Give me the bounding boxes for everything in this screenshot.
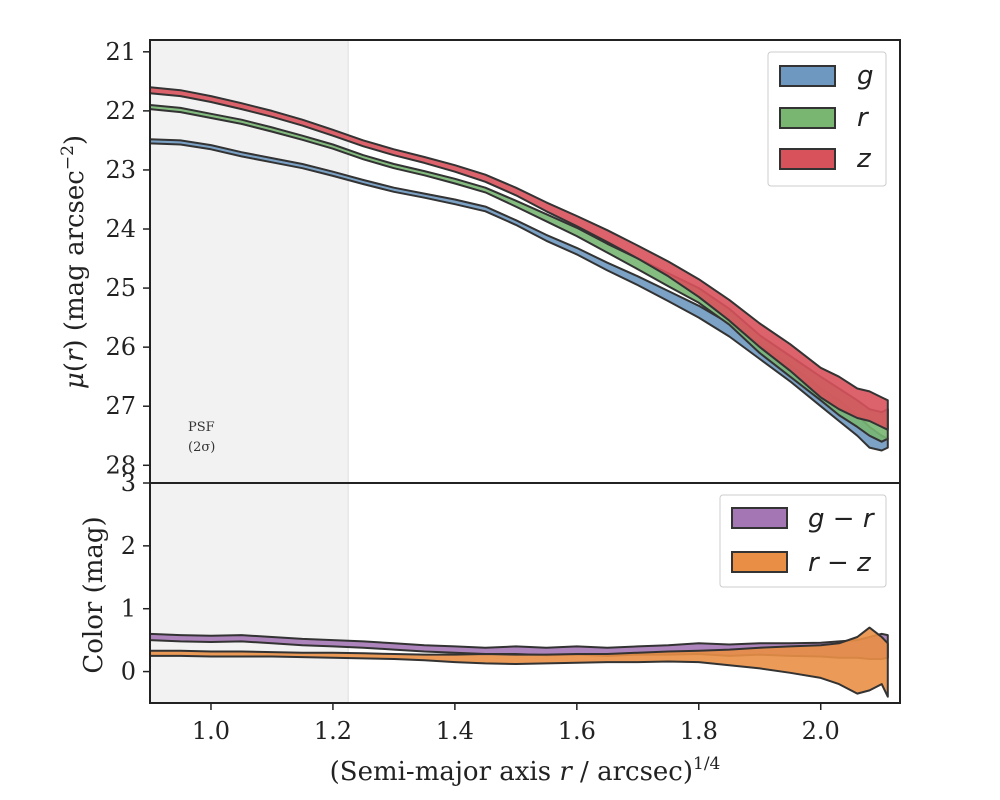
legend-label-g: g — [857, 61, 874, 91]
bottom-plot-frame — [149, 482, 901, 704]
top-y-tick-label: 21 — [105, 38, 136, 66]
band-g — [149, 138, 889, 452]
x-ticks: 1.0 1.2 1.4 1.6 1.8 2.0 — [192, 703, 840, 745]
x-tick-label: 1.8 — [680, 717, 718, 745]
psf-annotation-line1: PSF — [188, 420, 215, 435]
top-y-tick-label: 28 — [105, 451, 136, 479]
x-tick-label: 1.4 — [436, 717, 474, 745]
x-tick-label: 2.0 — [802, 717, 840, 745]
legend-swatch-g — [779, 65, 836, 87]
top-series-layer — [149, 86, 889, 452]
x-axis-label: (Semi-major axis r / arcsec)1/4 — [330, 754, 721, 787]
band-z — [149, 86, 889, 431]
legend-swatch-r-z — [731, 551, 788, 573]
top-y-axis-label: μ(r) (mag arcsec−2) — [58, 135, 90, 389]
psf-annotation-line2: (2σ) — [188, 440, 215, 455]
top-y-tick-label: 22 — [105, 97, 136, 125]
bottom-y-tick-label: 0 — [121, 658, 136, 686]
x-tick-label: 1.2 — [314, 717, 352, 745]
band-rz — [149, 626, 889, 698]
top-y-tick-label: 27 — [105, 392, 136, 420]
x-tick-label: 1.0 — [192, 717, 230, 745]
legend-label-r-z: r − z — [808, 548, 872, 578]
bottom-y-axis-label: Color (mag) — [79, 516, 109, 673]
bottom-y-tick-label: 2 — [121, 532, 136, 560]
legend-swatch-z — [779, 148, 836, 170]
bottom-legend: g − r r − z — [719, 494, 887, 588]
top-y-tick-label: 24 — [105, 215, 136, 243]
bottom-y-ticks: 0 1 2 3 — [121, 469, 150, 686]
x-tick-label: 1.6 — [558, 717, 596, 745]
top-y-ticks: 21 22 23 24 25 26 27 28 — [105, 38, 150, 479]
top-y-tick-label: 26 — [105, 333, 136, 361]
legend-swatch-r — [779, 107, 836, 129]
top-shaded-region — [150, 40, 349, 483]
top-y-tick-label: 25 — [105, 274, 136, 302]
legend-label-z: z — [856, 144, 872, 174]
bottom-panel: 0 1 2 3 1.0 1.2 1.4 1.6 1.8 2.0 g − r r − z Colo… — [79, 469, 901, 745]
top-y-tick-label: 23 — [105, 156, 136, 184]
top-panel: 21 22 23 24 25 26 27 28 PSF (2σ) g r z μ(r) (ma… — [58, 38, 901, 484]
bottom-y-tick-label: 1 — [121, 595, 136, 623]
bottom-y-tick-label: 3 — [121, 469, 136, 497]
legend-label-r: r — [857, 103, 870, 133]
bottom-series-layer — [149, 626, 889, 698]
top-legend: g r z — [767, 51, 887, 187]
legend-swatch-g-r — [731, 507, 788, 529]
bottom-shaded-region — [150, 483, 349, 703]
band-r — [149, 104, 889, 443]
legend-label-g-r: g − r — [808, 504, 876, 534]
